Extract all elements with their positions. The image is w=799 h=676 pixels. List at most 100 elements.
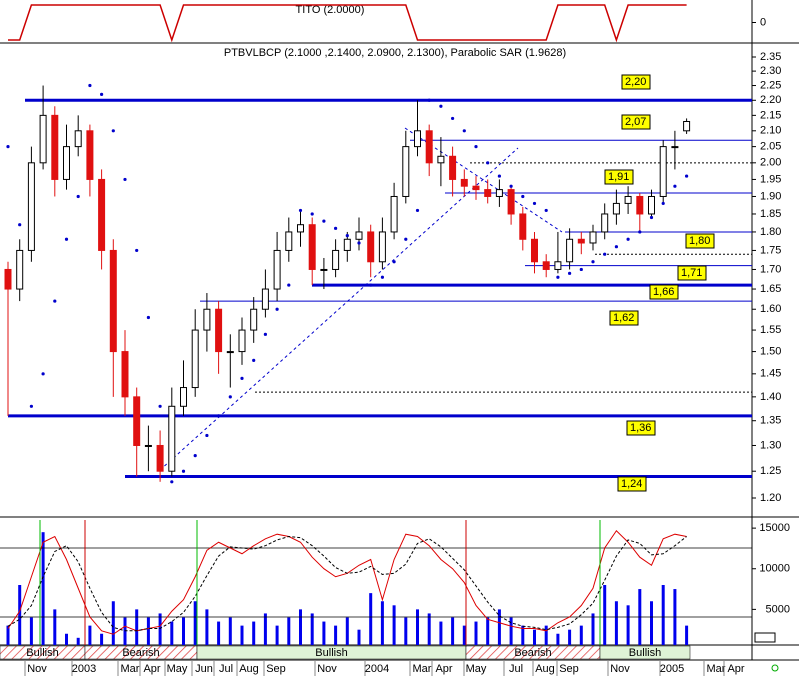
volume-bar [661, 585, 665, 645]
volume-bar [486, 617, 490, 645]
candle-body [191, 329, 199, 389]
candle-body [577, 238, 585, 244]
candle-body [484, 189, 492, 197]
candle-body [624, 195, 632, 204]
level-label-box [621, 114, 651, 130]
volume-bar [533, 629, 536, 645]
volume-bar [579, 625, 583, 645]
sar-dot [568, 271, 572, 275]
volume-bar [345, 617, 349, 645]
x-tick-label: Apr [435, 663, 452, 675]
candle-body [39, 114, 47, 164]
level-label-box [604, 169, 634, 185]
signal-label: Bullish [26, 647, 58, 659]
signal-label: Bullish [315, 647, 347, 659]
level-label: 1,24 [621, 478, 642, 490]
sar-dot [298, 208, 303, 213]
sar-dot [41, 372, 45, 376]
volume-bar [427, 613, 431, 645]
sar-dot [626, 237, 630, 241]
volume-bar [252, 621, 256, 645]
sar-dot [603, 252, 607, 256]
volume-bar [474, 621, 478, 645]
sar-dot [240, 376, 244, 380]
sar-dot [579, 267, 583, 272]
sar-dot [649, 215, 654, 220]
level-label-box [649, 284, 679, 300]
candle-body [449, 155, 457, 180]
sar-dot [135, 248, 139, 253]
volume-bar [135, 609, 139, 645]
candle-body [285, 231, 293, 251]
y-tick-label: 1.90 [760, 190, 781, 202]
volume-bar [217, 621, 221, 645]
volume-bar [521, 625, 525, 645]
volume-bar [53, 609, 57, 645]
sar-dot [357, 241, 361, 245]
candle-body [215, 308, 223, 353]
candle-body [542, 261, 550, 270]
sar-dot [638, 230, 642, 234]
candle-body [589, 231, 597, 244]
volume-bar [591, 613, 595, 645]
level-label-box [677, 265, 707, 281]
candle-body [238, 329, 246, 353]
y-tick-label: 1.85 [760, 208, 781, 220]
sar-dot [661, 201, 665, 206]
x-tick-label: Mar [121, 663, 140, 675]
y-tick-label: 1.20 [760, 492, 781, 504]
volume-bar [182, 617, 185, 645]
volume-bar [263, 613, 267, 645]
volume-bar [404, 617, 408, 645]
level-label: 1,62 [613, 312, 634, 324]
candle-body [98, 178, 106, 251]
candle-body [168, 405, 176, 472]
volume-bar [228, 617, 232, 645]
candle-body [250, 308, 258, 331]
sar-dot [427, 98, 431, 102]
candle-body [133, 396, 141, 446]
volume-bar [18, 585, 22, 645]
y-tick-label: 1.25 [760, 465, 781, 477]
y-tick-label: 5000 [766, 603, 790, 615]
candle-body [390, 195, 398, 233]
volume-bar [568, 629, 572, 645]
volume-bar [380, 601, 384, 645]
candle-body [121, 351, 129, 398]
volume-bar [88, 625, 92, 645]
sar-dot [170, 480, 174, 484]
candle-body [109, 249, 117, 353]
candle-body [367, 231, 375, 263]
x-tick-label: Apr [727, 663, 744, 675]
volume-bar [334, 625, 338, 645]
volume-bar [240, 625, 244, 645]
candle-body [554, 261, 562, 270]
sar-dot [521, 194, 525, 199]
level-label: 2,20 [625, 76, 646, 88]
tito-line [8, 4, 687, 43]
sar-dot [287, 283, 291, 287]
sar-dot [29, 404, 33, 408]
signal-label: Bearish [514, 647, 551, 659]
volume-bar [310, 613, 314, 645]
sar-dot [217, 414, 221, 418]
sar-dot [591, 260, 595, 264]
volume-bar [451, 617, 455, 645]
level-label: 1,36 [630, 422, 651, 434]
sar-dot [532, 201, 537, 206]
candle-body [495, 189, 503, 197]
volume-bar [357, 629, 361, 645]
x-tick-label: Jun [195, 663, 213, 675]
sar-dot [404, 237, 408, 241]
volume-bar [556, 633, 560, 645]
candle-body [601, 213, 609, 233]
y-tick-label: 2.30 [760, 65, 781, 77]
x-tick-label: Nov [27, 663, 47, 675]
y-tick-label: 2.35 [760, 51, 781, 63]
volume-bar [158, 613, 162, 645]
candle-body [332, 249, 340, 270]
level-label-box [626, 420, 656, 436]
volume-bar [41, 532, 45, 645]
y-tick-label: 1.30 [760, 439, 781, 451]
